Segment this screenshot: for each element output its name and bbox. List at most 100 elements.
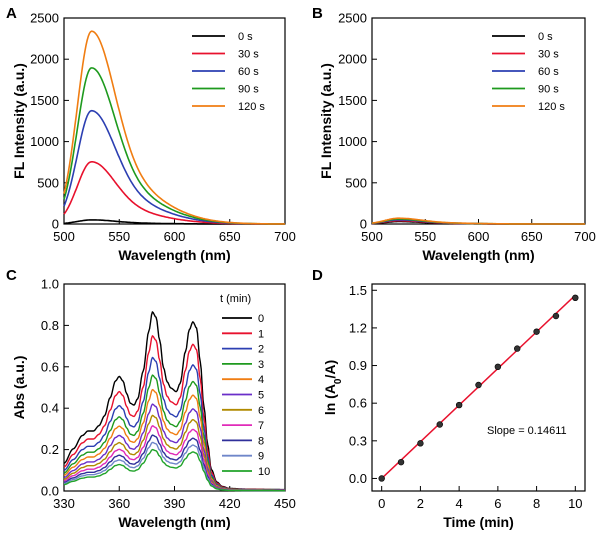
y-tick-label: 1.5 bbox=[349, 283, 367, 298]
x-tick-label: 550 bbox=[108, 229, 130, 244]
legend-label: 3 bbox=[258, 359, 264, 371]
y-tick-label: 1.2 bbox=[349, 320, 367, 335]
series-line bbox=[371, 217, 585, 225]
y-tick-label: 2500 bbox=[30, 11, 59, 26]
x-tick-label: 700 bbox=[574, 229, 596, 244]
data-point bbox=[378, 475, 385, 482]
y-tick-label: 0.8 bbox=[41, 318, 59, 333]
x-axis-title: Wavelength (nm) bbox=[422, 247, 534, 263]
x-tick-label: 500 bbox=[361, 229, 383, 244]
y-axis-title: ln (A0/A) bbox=[322, 360, 344, 415]
legend: 0 s 30 s 60 s 90 s 120 s bbox=[192, 31, 265, 113]
y-tick-label: 0 bbox=[52, 217, 59, 232]
x-axis-title: Time (min) bbox=[443, 514, 514, 530]
series-line bbox=[63, 30, 285, 225]
x-tick-label: 700 bbox=[274, 229, 296, 244]
x-tick-label: 0 bbox=[378, 496, 385, 511]
x-tick-label: 550 bbox=[414, 229, 436, 244]
legend-label: 10 bbox=[258, 466, 270, 478]
legend-label: 120 s bbox=[538, 101, 565, 113]
panel-letter: D bbox=[312, 267, 323, 284]
x-tick-label: 500 bbox=[53, 229, 75, 244]
x-tick-label: 8 bbox=[533, 496, 540, 511]
series-line bbox=[63, 403, 285, 491]
y-tick-label: 0.3 bbox=[349, 433, 367, 448]
x-tick-label: 650 bbox=[219, 229, 241, 244]
x-tick-label: 600 bbox=[468, 229, 490, 244]
x-tick-label: 600 bbox=[164, 229, 186, 244]
slope-annotation: Slope = 0.14611 bbox=[487, 425, 567, 437]
y-tick-label: 500 bbox=[37, 175, 59, 190]
y-tick-label: 1500 bbox=[338, 93, 367, 108]
x-tick-label: 450 bbox=[274, 496, 296, 511]
y-tick-label: 0.4 bbox=[41, 401, 59, 416]
x-tick-label: 4 bbox=[456, 496, 463, 511]
y-tick-label: 0.2 bbox=[41, 442, 59, 457]
y-tick-label: 0.6 bbox=[349, 396, 367, 411]
series-line bbox=[63, 335, 285, 491]
data-point bbox=[552, 312, 560, 320]
data-point bbox=[514, 345, 521, 352]
legend-label: 0 bbox=[258, 313, 264, 325]
legend-label: 0 s bbox=[538, 31, 553, 43]
x-tick-label: 2 bbox=[417, 496, 424, 511]
y-tick-label: 0.0 bbox=[349, 471, 367, 486]
panel-d: D 0 2 4 6 8 10 0.0 0.3 0.6 0.9 1.2 1.5 Time (min) ln (… bbox=[312, 267, 586, 530]
y-tick-label: 2500 bbox=[338, 11, 367, 26]
legend-label: 0 s bbox=[238, 31, 253, 43]
legend: t (min) 0 1 2 3 4 5 6 7 8 9 10 bbox=[220, 293, 270, 478]
legend-label: 5 bbox=[258, 390, 264, 402]
legend-label: 1 bbox=[258, 328, 264, 340]
data-point bbox=[572, 294, 579, 301]
legend-label: 90 s bbox=[538, 84, 559, 96]
plot-frame bbox=[371, 283, 586, 492]
legend-label: 8 bbox=[258, 435, 264, 447]
legend: 0 s 30 s 60 s 90 s 120 s bbox=[492, 31, 565, 113]
y-tick-label: 0.9 bbox=[349, 358, 367, 373]
y-tick-label: 2000 bbox=[30, 52, 59, 67]
y-tick-label: 1000 bbox=[30, 134, 59, 149]
y-tick-label: 500 bbox=[345, 175, 367, 190]
legend-title: t (min) bbox=[220, 293, 251, 305]
y-tick-label: 0.0 bbox=[41, 484, 59, 499]
data-point bbox=[397, 458, 405, 466]
data-point bbox=[494, 363, 502, 370]
series-line bbox=[63, 356, 285, 491]
x-tick-label: 6 bbox=[494, 496, 501, 511]
x-axis-title: Wavelength (nm) bbox=[118, 514, 230, 530]
legend-label: 9 bbox=[258, 451, 264, 463]
legend-label: 60 s bbox=[238, 66, 259, 78]
panel-letter: B bbox=[312, 5, 323, 22]
series-line bbox=[63, 311, 285, 491]
series-line bbox=[63, 448, 285, 492]
series-line bbox=[63, 374, 285, 491]
legend-label: 120 s bbox=[238, 101, 265, 113]
data-point bbox=[533, 328, 540, 335]
legend-label: 30 s bbox=[238, 49, 259, 61]
legend-label: 30 s bbox=[538, 49, 559, 61]
y-axis-title: FL Intensity (a.u.) bbox=[11, 63, 27, 179]
data-point bbox=[417, 440, 424, 447]
x-tick-label: 330 bbox=[53, 496, 75, 511]
legend-label: 90 s bbox=[238, 84, 259, 96]
x-tick-label: 390 bbox=[164, 496, 186, 511]
x-tick-label: 650 bbox=[521, 229, 543, 244]
x-tick-label: 360 bbox=[108, 496, 130, 511]
data-point bbox=[455, 401, 463, 409]
data-point bbox=[475, 381, 482, 389]
y-axis-title: Abs (a.u.) bbox=[11, 356, 27, 420]
panel-letter: A bbox=[6, 5, 17, 22]
y-tick-label: 2000 bbox=[338, 52, 367, 67]
x-tick-label: 420 bbox=[219, 496, 241, 511]
legend-label: 6 bbox=[258, 405, 264, 417]
y-tick-label: 0 bbox=[360, 217, 367, 232]
legend-label: 4 bbox=[258, 374, 264, 386]
legend-label: 7 bbox=[258, 420, 264, 432]
x-tick-label: 10 bbox=[568, 496, 582, 511]
y-axis-title: FL Intensity (a.u.) bbox=[318, 63, 334, 179]
y-tick-label: 1000 bbox=[338, 134, 367, 149]
